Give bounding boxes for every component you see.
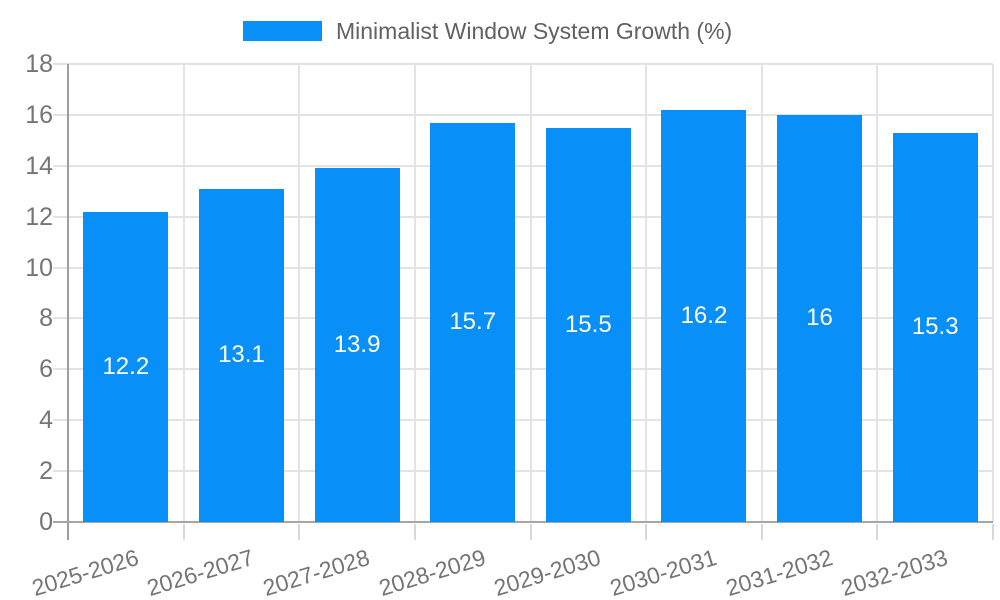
x-tick-label: 2030-2031 xyxy=(606,544,720,600)
gridline-v xyxy=(182,64,185,522)
chart-legend[interactable]: Minimalist Window System Growth (%) xyxy=(243,18,732,44)
y-tick-label: 14 xyxy=(25,151,53,180)
x-tick-mark xyxy=(182,524,185,540)
y-tick-label: 12 xyxy=(25,202,53,231)
bar: 13.9 xyxy=(314,168,400,522)
x-tick-mark xyxy=(413,524,416,540)
legend-swatch xyxy=(243,21,322,41)
bar: 15.7 xyxy=(430,122,516,522)
gridline-h xyxy=(53,63,993,65)
x-tick-label: 2028-2029 xyxy=(375,544,489,600)
x-tick-mark xyxy=(645,524,648,540)
x-tick-label: 2027-2028 xyxy=(259,544,373,600)
y-tick-label: 8 xyxy=(39,304,53,333)
bar-value-label: 16.2 xyxy=(680,301,728,329)
y-tick-label: 0 xyxy=(39,508,53,536)
x-tick-label: 2029-2030 xyxy=(491,544,604,600)
x-tick-mark xyxy=(298,524,301,540)
gridline-v xyxy=(992,64,994,522)
bar: 13.1 xyxy=(198,188,284,522)
bar: 16.2 xyxy=(661,109,747,522)
bar-value-label: 12.2 xyxy=(102,352,150,380)
bar-value-label: 15.5 xyxy=(564,310,612,338)
gridline-v xyxy=(529,64,532,522)
y-tick-label: 6 xyxy=(39,355,53,384)
gridline-v xyxy=(760,64,763,522)
bar-value-label: 13.9 xyxy=(333,331,381,359)
bar: 15.3 xyxy=(892,132,978,522)
gridline-v xyxy=(298,64,301,522)
gridline-v xyxy=(413,64,416,522)
y-tick-label: 2 xyxy=(39,457,53,486)
x-tick-mark xyxy=(992,524,994,540)
bar-value-label: 15.3 xyxy=(911,313,959,341)
legend-label: Minimalist Window System Growth (%) xyxy=(336,17,733,44)
x-tick-mark xyxy=(529,524,532,540)
y-tick-label: 18 xyxy=(25,50,53,78)
bar: 15.5 xyxy=(545,127,631,522)
x-tick-label: 2031-2032 xyxy=(722,544,836,600)
x-tick-mark xyxy=(760,524,763,540)
gridline-h xyxy=(53,164,993,167)
bar: 12.2 xyxy=(83,211,169,522)
gridline-h xyxy=(53,368,993,371)
x-tick-label: 2026-2027 xyxy=(144,544,258,600)
bar: 16 xyxy=(777,114,863,522)
bar-value-label: 13.1 xyxy=(218,341,265,369)
gridline-h xyxy=(53,470,993,473)
gridline-h xyxy=(53,215,993,218)
bar-value-label: 15.7 xyxy=(449,308,497,336)
gridline-v xyxy=(645,64,648,522)
y-axis-line xyxy=(67,64,69,540)
x-tick-mark xyxy=(876,524,879,540)
bar-value-label: 16 xyxy=(806,304,833,332)
x-tick-label: 2032-2033 xyxy=(837,544,951,600)
gridline-v xyxy=(876,64,879,522)
y-tick-label: 10 xyxy=(25,253,53,282)
y-tick-label: 16 xyxy=(25,100,53,129)
gridline-h xyxy=(53,266,993,269)
gridline-h xyxy=(53,113,993,116)
x-tick-label: 2025-2026 xyxy=(28,544,142,600)
gridline-h xyxy=(53,419,993,422)
gridline-h xyxy=(53,317,993,320)
x-axis-line xyxy=(53,521,993,523)
y-tick-label: 4 xyxy=(39,406,53,435)
